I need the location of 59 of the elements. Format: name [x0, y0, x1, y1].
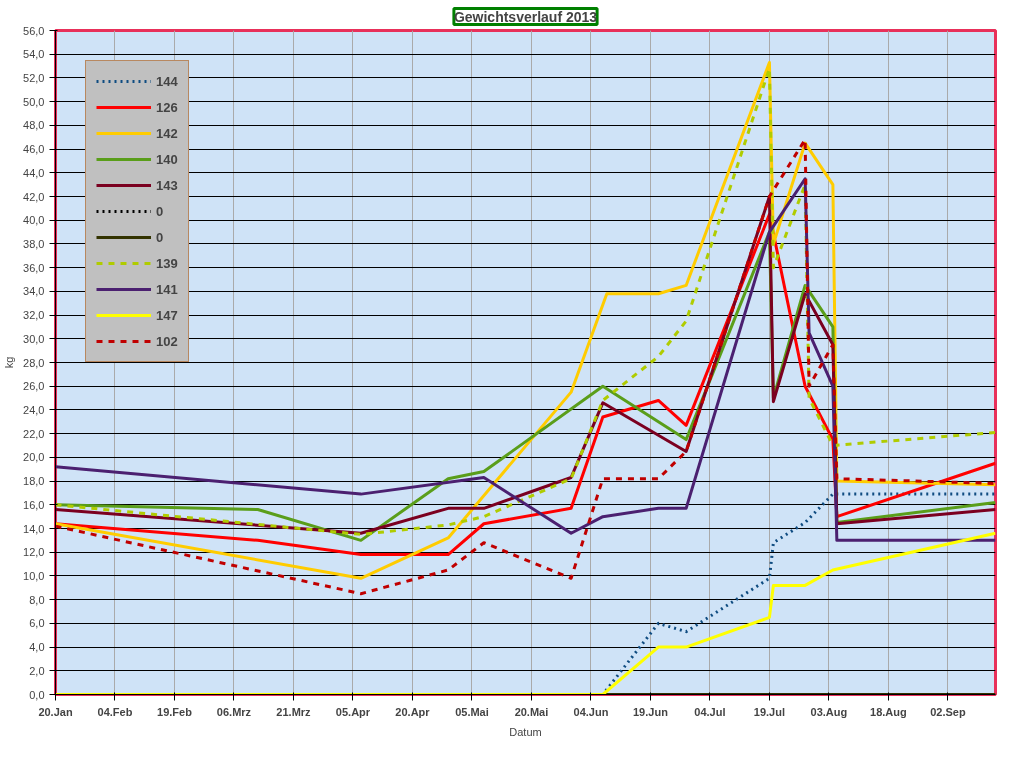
- line-series: [55, 138, 996, 596]
- y-tick-label: 56,0: [23, 24, 45, 37]
- legend-label: 142: [156, 125, 178, 141]
- x-tick-label: 19.Jun: [633, 705, 669, 718]
- y-tick-label: 54,0: [23, 48, 45, 61]
- x-tick-label: 02.Sep: [930, 705, 966, 718]
- y-tick-label: 26,0: [23, 380, 45, 393]
- legend-label: 102: [156, 333, 178, 349]
- y-tick-label: 52,0: [23, 71, 45, 84]
- x-tick-label: 20.Mai: [514, 705, 549, 718]
- legend-label: 0: [156, 229, 165, 245]
- x-tick-label: 20.Apr: [395, 705, 431, 718]
- y-tick-label: 18,0: [23, 475, 45, 488]
- y-tick-label: 20,0: [23, 451, 45, 464]
- x-tick-label: 05.Mai: [455, 705, 489, 718]
- y-axis-title: kg: [3, 356, 16, 369]
- x-tick-label: 19.Feb: [157, 705, 193, 718]
- x-axis-title: Datum: [509, 725, 542, 738]
- x-tick-label: 05.Apr: [335, 705, 371, 718]
- y-tick-label: 12,0: [23, 546, 45, 559]
- y-tick-label: 0,0: [29, 688, 45, 701]
- y-tick-label: 4,0: [29, 641, 45, 654]
- y-tick-label: 42,0: [23, 190, 45, 203]
- y-tick-label: 14,0: [23, 522, 45, 535]
- y-tick-label: 32,0: [23, 309, 45, 322]
- legend-label: 141: [156, 281, 178, 297]
- y-tick-label: 22,0: [23, 427, 45, 440]
- x-tick-label: 21.Mrz: [276, 705, 312, 718]
- y-tick-label: 34,0: [23, 285, 45, 298]
- y-tick-label: 10,0: [23, 569, 45, 582]
- legend-label: 0: [156, 203, 165, 219]
- y-tick-label: 40,0: [23, 214, 45, 227]
- x-tick-label: 18.Aug: [870, 705, 907, 718]
- x-tick-label: 04.Jul: [694, 705, 726, 718]
- x-tick-label: 19.Jul: [753, 705, 786, 718]
- y-tick-label: 24,0: [23, 403, 45, 416]
- x-tick-label: 04.Jun: [573, 705, 609, 718]
- y-tick-label: 6,0: [29, 617, 45, 630]
- legend-label: 144: [156, 73, 178, 89]
- legend-label: 147: [156, 307, 178, 323]
- y-tick-label: 38,0: [23, 237, 45, 250]
- x-tick-label: 03.Aug: [810, 705, 848, 718]
- y-tick-label: 46,0: [23, 143, 45, 156]
- y-tick-label: 36,0: [23, 261, 45, 274]
- y-tick-label: 30,0: [23, 332, 45, 345]
- x-tick-label: 04.Feb: [97, 705, 133, 718]
- legend-label: 143: [156, 177, 178, 193]
- legend-label: 140: [156, 151, 178, 167]
- legend-label: 126: [156, 99, 178, 115]
- y-tick-label: 48,0: [23, 119, 45, 132]
- y-tick-label: 50,0: [23, 95, 45, 108]
- y-tick-label: 2,0: [29, 664, 45, 677]
- y-tick-label: 28,0: [23, 356, 45, 369]
- y-tick-label: 16,0: [23, 498, 45, 511]
- y-tick-label: 44,0: [23, 166, 45, 179]
- x-tick-label: 20.Jan: [38, 705, 73, 718]
- y-tick-label: 8,0: [29, 593, 45, 606]
- x-tick-label: 06.Mrz: [216, 705, 252, 718]
- legend-label: 139: [156, 255, 178, 271]
